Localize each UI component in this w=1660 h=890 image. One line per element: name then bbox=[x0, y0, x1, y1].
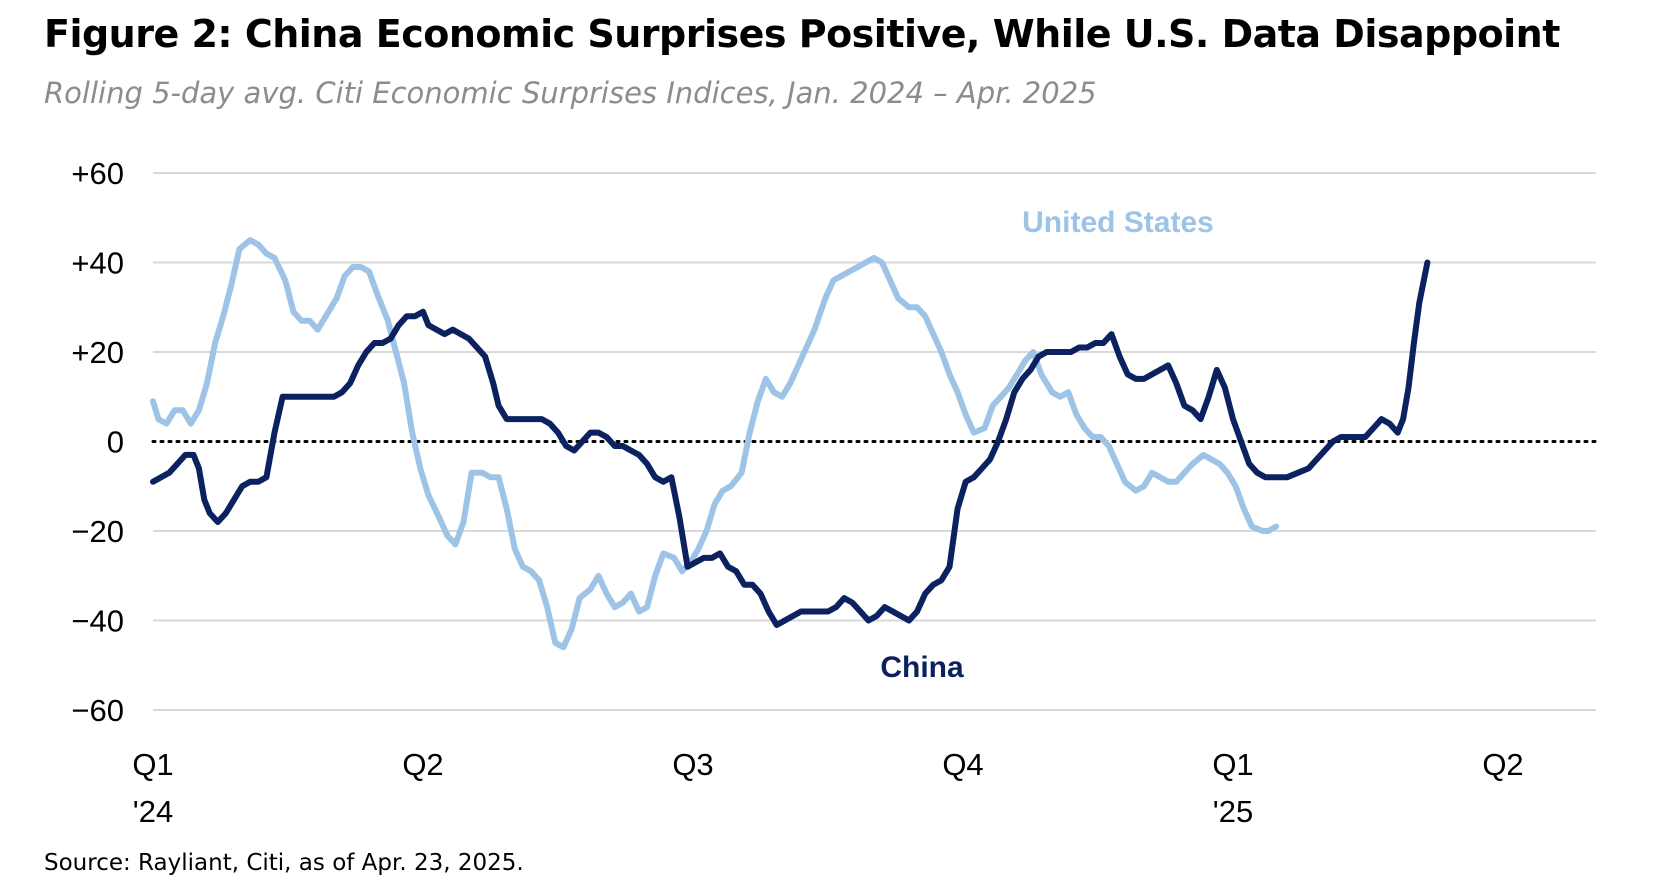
x-axis-ticks: Q1 '24 Q2 Q3 Q4 Q1 '25 Q2 bbox=[132, 747, 1523, 829]
y-tick-label: −60 bbox=[71, 693, 124, 728]
china-series-label: China bbox=[880, 651, 964, 684]
china-series-line bbox=[150, 259, 1431, 628]
x-tick-label: Q1 bbox=[1212, 747, 1253, 782]
source-note: Source: Rayliant, Citi, as of Apr. 23, 2… bbox=[44, 850, 524, 876]
x-tick-label: Q2 bbox=[1482, 747, 1523, 782]
series-lines bbox=[150, 237, 1431, 651]
x-tick-label: Q3 bbox=[672, 747, 713, 782]
united-states-series-line bbox=[150, 237, 1280, 651]
y-tick-label: +40 bbox=[71, 246, 124, 281]
x-tick-label: Q1 bbox=[132, 747, 173, 782]
y-tick-label: −20 bbox=[71, 514, 124, 549]
y-tick-label: +20 bbox=[71, 335, 124, 370]
y-tick-label: 0 bbox=[107, 425, 124, 460]
chart-title: Figure 2: China Economic Surprises Posit… bbox=[44, 12, 1560, 56]
chart-subtitle: Rolling 5-day avg. Citi Economic Surpris… bbox=[44, 76, 1097, 110]
chart-area: +60 +40 +20 0 −20 −40 −60 Q1 '24 Q2 Q3 Q4 Q1 '25 Q2 U… bbox=[71, 156, 1598, 829]
x-tick-year-label: '25 bbox=[1213, 794, 1253, 829]
x-tick-label: Q2 bbox=[402, 747, 443, 782]
x-tick-year-label: '24 bbox=[133, 794, 173, 829]
y-tick-label: +60 bbox=[71, 156, 124, 191]
x-tick-label: Q4 bbox=[942, 747, 983, 782]
united-states-series-label: United States bbox=[1022, 206, 1214, 239]
gridlines bbox=[153, 172, 1596, 711]
y-axis-ticks: +60 +40 +20 0 −20 −40 −60 bbox=[71, 156, 124, 728]
y-tick-label: −40 bbox=[71, 604, 124, 639]
